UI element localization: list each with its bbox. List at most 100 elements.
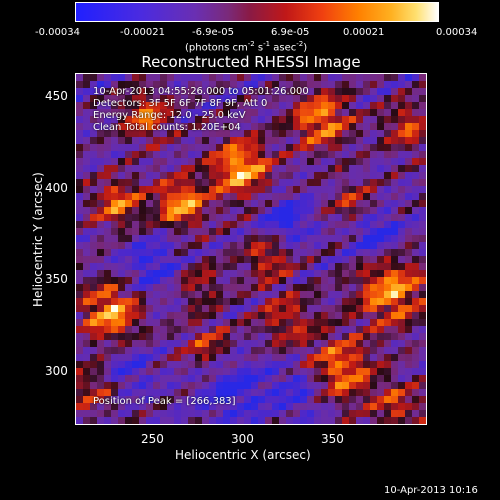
- heatmap-cell: [76, 382, 84, 390]
- heatmap-cell: [419, 137, 426, 145]
- heatmap-cell: [384, 235, 392, 243]
- heatmap-cell: [216, 256, 224, 264]
- heatmap-cell: [321, 74, 329, 82]
- heatmap-cell: [230, 396, 238, 404]
- heatmap-cell: [349, 172, 357, 180]
- heatmap-cell: [167, 354, 175, 362]
- heatmap-cell: [391, 326, 399, 334]
- heatmap-cell: [139, 235, 147, 243]
- heatmap-cell: [188, 179, 196, 187]
- heatmap-cell: [272, 179, 280, 187]
- heatmap-cell: [132, 361, 140, 369]
- heatmap-cell: [286, 256, 294, 264]
- heatmap-cell: [244, 158, 252, 166]
- heatmap-cell: [125, 130, 133, 138]
- heatmap-cell: [391, 277, 399, 285]
- heatmap-cell: [111, 375, 119, 383]
- heatmap-cell: [188, 270, 196, 278]
- heatmap-cell: [251, 333, 259, 341]
- heatmap-cell: [216, 249, 224, 257]
- heatmap-cell: [279, 81, 287, 89]
- heatmap-cell: [146, 396, 154, 404]
- heatmap-cell: [265, 270, 273, 278]
- heatmap-cell: [230, 270, 238, 278]
- heatmap-cell: [370, 193, 378, 201]
- heatmap-cell: [321, 368, 329, 376]
- heatmap-cell: [349, 333, 357, 341]
- heatmap-cell: [139, 102, 147, 110]
- heatmap-cell: [118, 95, 126, 103]
- heatmap-cell: [258, 186, 266, 194]
- heatmap-cell: [398, 368, 406, 376]
- heatmap-cell: [251, 249, 259, 257]
- heatmap-cell: [363, 151, 371, 159]
- heatmap-cell: [104, 403, 112, 411]
- heatmap-cell: [181, 200, 189, 208]
- heatmap-cell: [237, 361, 245, 369]
- heatmap-cell: [335, 235, 343, 243]
- heatmap-cell: [335, 130, 343, 138]
- heatmap-cell: [160, 382, 168, 390]
- heatmap-cell: [300, 354, 308, 362]
- heatmap-cell: [286, 102, 294, 110]
- heatmap-cell: [286, 382, 294, 390]
- heatmap-cell: [209, 270, 217, 278]
- heatmap-cell: [216, 95, 224, 103]
- heatmap-cell: [405, 123, 413, 131]
- heatmap-cell: [202, 242, 210, 250]
- heatmap-cell: [153, 144, 161, 152]
- heatmap-cell: [160, 277, 168, 285]
- heatmap-cell: [370, 235, 378, 243]
- heatmap-cell: [230, 242, 238, 250]
- heatmap-cell: [125, 403, 133, 411]
- heatmap-cell: [293, 165, 301, 173]
- heatmap-cell: [139, 284, 147, 292]
- heatmap-cell: [349, 305, 357, 313]
- heatmap-cell: [195, 130, 203, 138]
- heatmap-cell: [132, 228, 140, 236]
- heatmap-cell: [237, 158, 245, 166]
- heatmap-cell: [314, 319, 322, 327]
- heatmap-cell: [356, 291, 364, 299]
- heatmap-cell: [167, 109, 175, 117]
- heatmap-cell: [244, 291, 252, 299]
- heatmap-cell: [272, 116, 280, 124]
- heatmap-cell: [174, 207, 182, 215]
- heatmap-cell: [300, 144, 308, 152]
- heatmap-cell: [419, 88, 426, 96]
- heatmap-cell: [104, 116, 112, 124]
- heatmap-cell: [202, 389, 210, 397]
- heatmap-cell: [230, 102, 238, 110]
- heatmap-cell: [342, 291, 350, 299]
- heatmap-cell: [300, 403, 308, 411]
- heatmap-cell: [293, 354, 301, 362]
- heatmap-cell: [363, 256, 371, 264]
- heatmap-cell: [188, 242, 196, 250]
- heatmap-cell: [335, 214, 343, 222]
- heatmap-cell: [286, 326, 294, 334]
- heatmap-cell: [90, 417, 98, 424]
- heatmap-cell: [209, 151, 217, 159]
- heatmap-cell: [202, 368, 210, 376]
- heatmap-cell: [342, 193, 350, 201]
- heatmap-cell: [370, 165, 378, 173]
- heatmap-cell: [125, 340, 133, 348]
- heatmap-cell: [104, 298, 112, 306]
- heatmap-cell: [146, 228, 154, 236]
- heatmap-cell: [391, 284, 399, 292]
- heatmap-cell: [132, 74, 140, 82]
- heatmap-cell: [76, 389, 84, 397]
- heatmap-cell: [300, 95, 308, 103]
- heatmap-cell: [125, 74, 133, 82]
- heatmap-cell: [356, 354, 364, 362]
- heatmap-cell: [111, 312, 119, 320]
- heatmap-cell: [251, 417, 259, 424]
- heatmap-cell: [314, 333, 322, 341]
- heatmap-cell: [370, 361, 378, 369]
- heatmap-cell: [139, 116, 147, 124]
- heatmap-cell: [104, 179, 112, 187]
- heatmap-cell: [195, 207, 203, 215]
- heatmap-cell: [391, 179, 399, 187]
- heatmap-cell: [356, 74, 364, 82]
- heatmap-cell: [90, 403, 98, 411]
